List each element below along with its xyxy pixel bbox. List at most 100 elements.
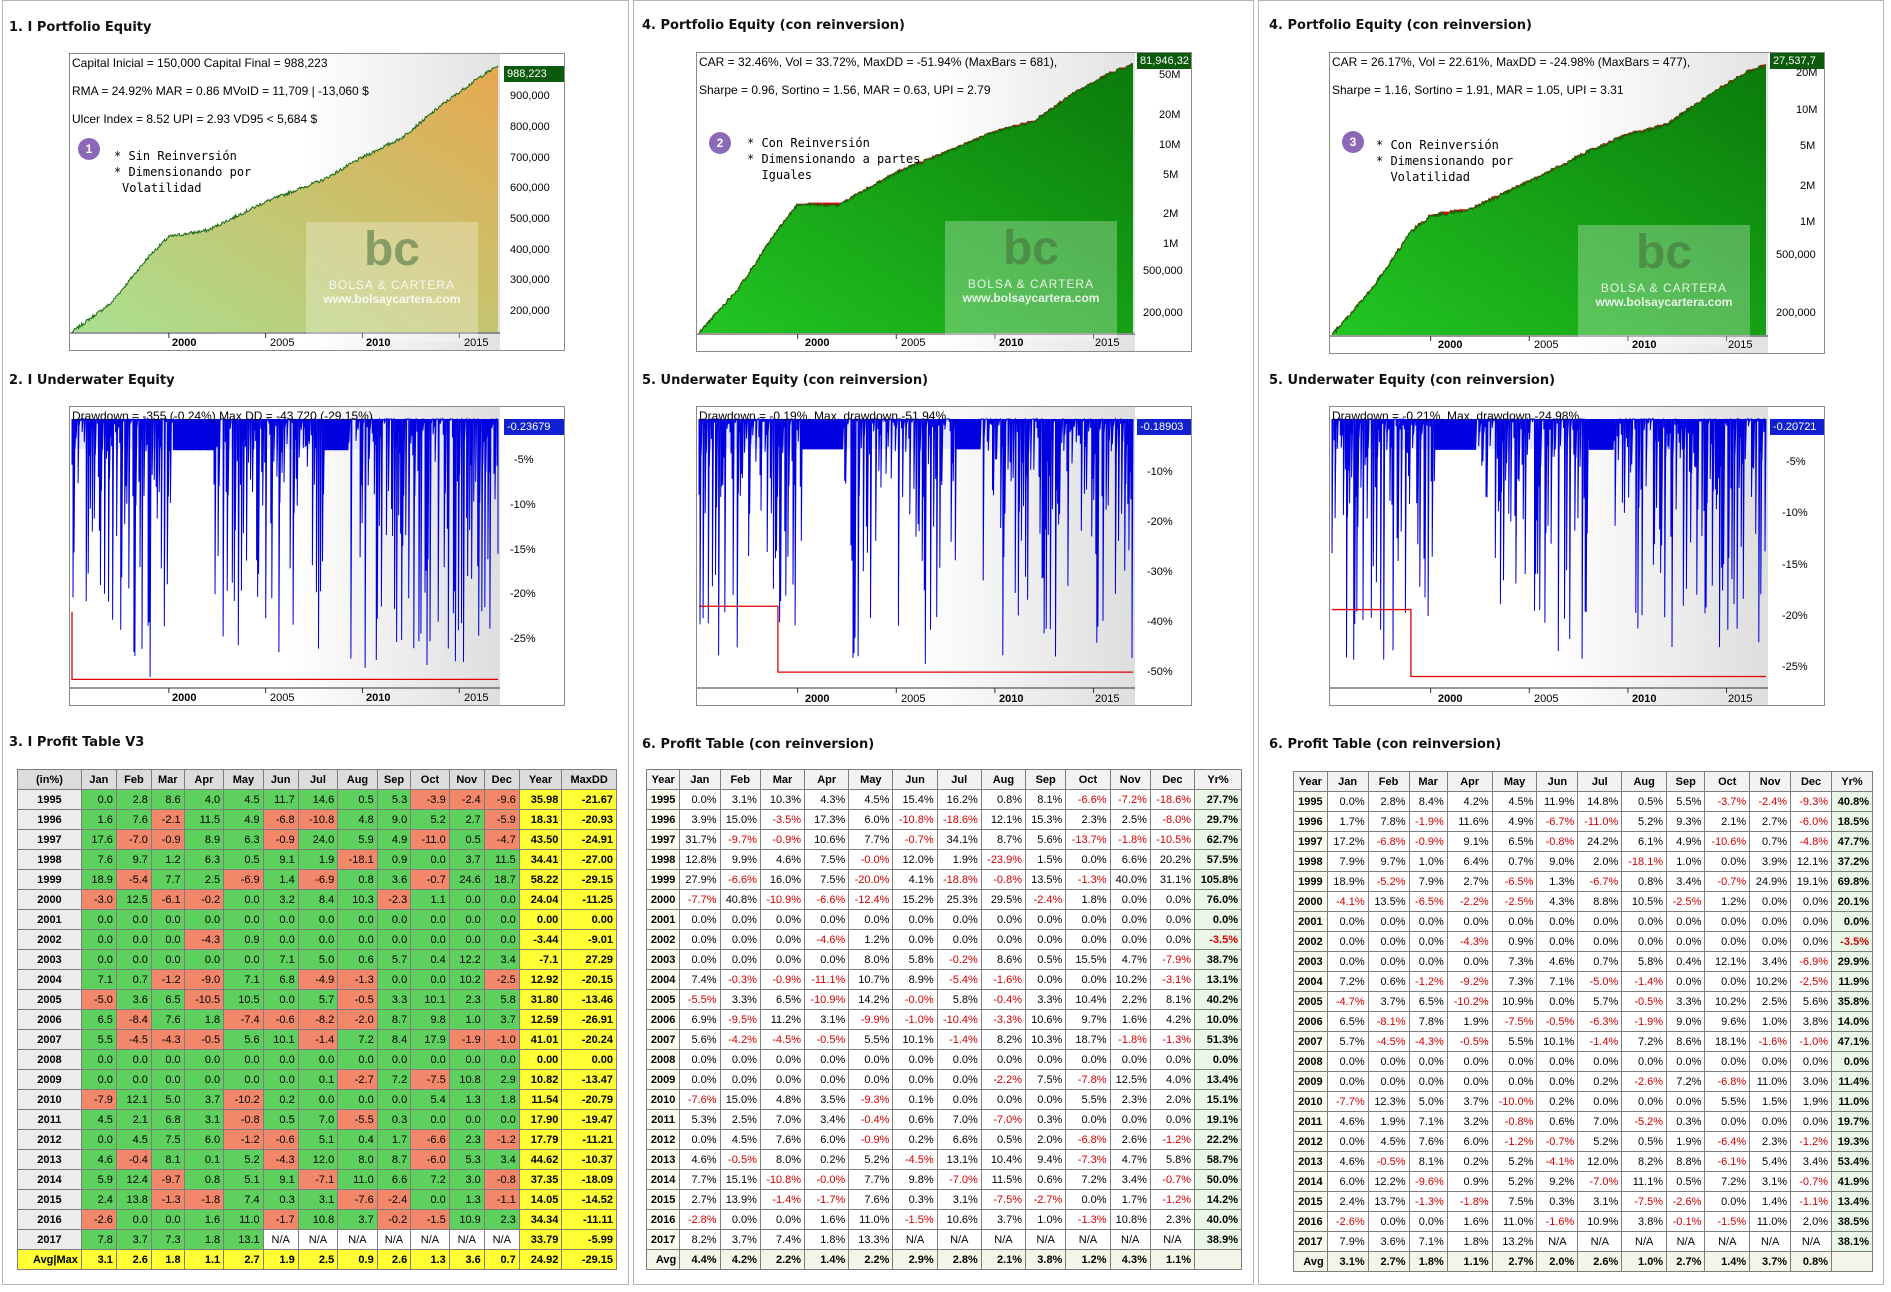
table-cell: -1.9%	[1621, 1011, 1668, 1032]
table-cell: 0.0%	[1790, 931, 1832, 952]
table-cell: 14.6	[297, 789, 339, 810]
table-cell: 0.0%	[1065, 1109, 1111, 1130]
table-cell: -13.46	[561, 989, 617, 1010]
table-row: 1995 0.0% 3.1% 10.3% 4.3% 4.5% 15.4% 16.2% 0.8% 8…	[645, 789, 1242, 810]
table-cell: 2.6	[376, 1249, 412, 1270]
row-label: 2009	[645, 1069, 681, 1090]
table-cell: 2.7%	[1666, 1251, 1706, 1272]
table-cell: 15.4%	[892, 789, 938, 810]
table-cell: 0.0%	[980, 1089, 1027, 1110]
profit-table-title-2: 6. Profit Table (con reinversion)	[642, 737, 875, 752]
row-label: 2001	[645, 909, 681, 930]
drawdown-patch	[1492, 197, 1494, 201]
table-row: 1999 18.9% -5.2% 7.9% 2.7% -6.5% 1.3% -6.7% 0.8%…	[1293, 871, 1873, 892]
table-cell: 0.0	[115, 1069, 152, 1090]
table-row: 2003 0.0% 0.0% 0.0% 0.0% 7.3% 4.6% 0.7% 5.8% 0.4%…	[1293, 951, 1873, 972]
y-tick-label: -25%	[1782, 661, 1808, 673]
table-cell: 1.8	[183, 1009, 225, 1030]
strategy-note-line: * Sin Reinversión	[114, 149, 237, 163]
table-row: 1996 1.7% 7.8% -1.9% 11.6% 4.9% -6.7% -11.0% 5.2…	[1293, 811, 1873, 832]
table-cell: -6.9	[297, 869, 339, 890]
table-cell: 3.6	[376, 869, 412, 890]
table-cell: -1.0%	[892, 1009, 938, 1030]
column-header: Jul	[1577, 771, 1623, 792]
table-cell: 4.8%	[759, 1089, 806, 1110]
underwater-stats: Drawdown = -0.21%, Max. drawdown -24.98%	[1332, 409, 1580, 423]
row-label: 2005	[17, 989, 82, 1010]
row-label: 2008	[1293, 1051, 1328, 1072]
table-cell: 0.5%	[980, 1129, 1027, 1150]
table-cell: -0.7	[410, 869, 450, 890]
table-cell: 40.0%	[1194, 1209, 1242, 1230]
row-label: 2014	[17, 1169, 82, 1190]
table-cell: 0.0%	[892, 909, 938, 930]
table-cell: -18.09	[561, 1169, 617, 1190]
table-cell: -4.5	[115, 1029, 152, 1050]
table-cell: 1.1	[183, 1249, 225, 1270]
table-cell: 13.4%	[1831, 1191, 1873, 1212]
table-cell: 0.8	[337, 869, 378, 890]
row-label: 2015	[1293, 1191, 1328, 1212]
table-cell: 0.0%	[1408, 931, 1448, 952]
table-cell: 0.3	[376, 1109, 412, 1130]
table-cell: 12.1%	[980, 809, 1027, 830]
table-cell: 62.7%	[1194, 829, 1242, 850]
table-cell: 2.2%	[759, 1249, 806, 1270]
table-cell: 0.0%	[1704, 1191, 1751, 1212]
table-cell: -7.1	[297, 1169, 339, 1190]
table-cell: 7.0	[297, 1109, 339, 1130]
table-cell: -10.8%	[759, 1169, 806, 1190]
table-cell: 4.9%	[1666, 831, 1706, 852]
table-cell: -1.6%	[1749, 1031, 1792, 1052]
table-cell: 11.6%	[1446, 811, 1493, 832]
row-label: 1995	[17, 789, 82, 810]
column-header: Mar	[759, 769, 806, 790]
last-value-label: 988,223	[504, 66, 564, 82]
table-cell: 4.7%	[1109, 949, 1151, 970]
y-tick-label: 5M	[1163, 169, 1179, 181]
table-cell: 3.8%	[1621, 1211, 1668, 1232]
watermark-logo: bc	[363, 223, 420, 276]
row-label: 2015	[645, 1189, 681, 1210]
table-cell: 0.0%	[1149, 909, 1196, 930]
table-cell: 0.0%	[1491, 1071, 1538, 1092]
table-cell: 9.3%	[1666, 811, 1706, 832]
table-cell: 4.5%	[1367, 1131, 1410, 1152]
table-cell: 0.0	[410, 909, 450, 930]
table-cell: 3.4	[483, 949, 520, 970]
table-cell: 2.3	[448, 989, 485, 1010]
table-cell: -2.2%	[980, 1069, 1027, 1090]
equity-area	[1332, 64, 1766, 336]
table-cell: 1.6	[80, 809, 117, 830]
table-cell: 0.0%	[679, 909, 721, 930]
table-cell: 12.5%	[1109, 1069, 1151, 1090]
table-cell: 1.7%	[1109, 1189, 1151, 1210]
table-cell: 1.9	[262, 1249, 299, 1270]
table-cell: 0.8%	[1790, 1251, 1832, 1272]
row-label: 2005	[645, 989, 681, 1010]
x-tick-label: 2005	[270, 337, 295, 349]
table-row: 2002 0.0% 0.0% 0.0% -4.3% 0.9% 0.0% 0.0% 0.0% 0.0…	[1293, 931, 1873, 952]
table-cell: 14.8%	[1577, 791, 1623, 812]
column-header: Year	[645, 769, 681, 790]
drawdown-patch	[834, 203, 836, 206]
table-cell: 10.1	[262, 1029, 299, 1050]
table-cell: 0.9	[376, 849, 412, 870]
table-header-row: (in%) Jan Feb Mar Apr May Jun Jul Aug Sep Oct Nov De…	[17, 769, 617, 790]
table-cell: -18.8%	[936, 869, 982, 890]
table-cell: 4.2%	[1149, 1009, 1196, 1030]
table-cell: N/A	[337, 1229, 378, 1250]
y-tick-label: 5M	[1800, 140, 1816, 152]
table-cell: -6.8%	[1065, 1129, 1111, 1150]
table-cell: -20.0%	[848, 869, 894, 890]
drawdown-patch	[820, 203, 822, 206]
table-cell: 0.0%	[1790, 891, 1832, 912]
table-cell: 0.0	[376, 969, 412, 990]
table-cell: 2.9%	[892, 1249, 938, 1270]
table-cell: 0.0%	[936, 1049, 982, 1070]
column-header: Oct	[410, 769, 450, 790]
table-cell: 2.7%	[1446, 871, 1493, 892]
table-cell: 3.9%	[679, 809, 721, 830]
table-cell: N/A	[1749, 1231, 1792, 1252]
table-cell: -6.7%	[1536, 811, 1579, 832]
